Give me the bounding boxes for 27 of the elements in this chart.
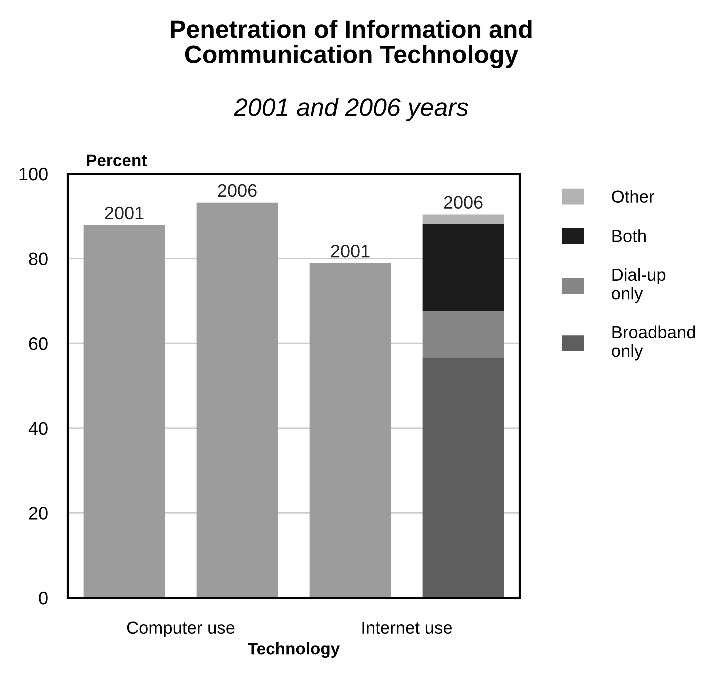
x-tick-label: 2006: [444, 196, 483, 210]
bar: [196, 202, 278, 598]
x-axis-title: Technology: [248, 642, 340, 658]
y-tick-label: 20: [29, 507, 48, 520]
legend-label: Dial-up only: [612, 268, 666, 304]
y-tick-label: 60: [29, 338, 48, 350]
x-tick-label: 2001: [331, 244, 370, 258]
y-tick-label: 40: [28, 422, 48, 436]
y-tick-label: 100: [20, 168, 48, 181]
x-tick-label: 2006: [218, 184, 257, 198]
x-tick-label: 2001: [105, 206, 144, 220]
bar: [310, 263, 392, 598]
legend-label: Broadband only: [612, 326, 696, 361]
chart-title: Penetration of Information and Communication Technology: [171, 20, 532, 69]
bar: [422, 311, 504, 358]
text: Internet use: [362, 622, 452, 634]
text: Computer use: [127, 622, 235, 638]
y-tick-label: 0: [39, 592, 48, 605]
legend-label: Both: [612, 230, 646, 242]
chart-subtitle: 2001 and 2006 years: [234, 98, 468, 122]
legend-label: Other: [612, 190, 654, 203]
bar: [422, 224, 504, 312]
y-axis-title: Percent: [87, 154, 148, 166]
bar: [422, 214, 504, 224]
bar: [84, 225, 166, 598]
bar: [422, 358, 504, 598]
y-tick-label: 80: [29, 252, 48, 266]
